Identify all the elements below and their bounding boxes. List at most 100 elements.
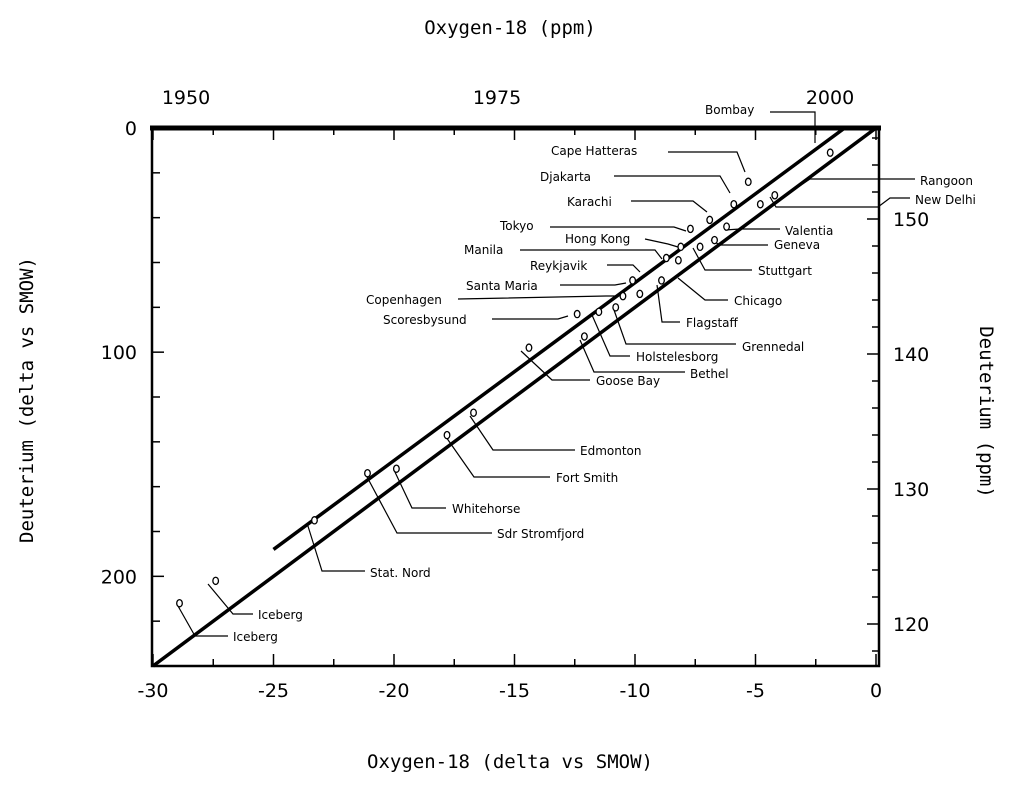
- leader-line: [591, 314, 630, 357]
- leader-line: [177, 605, 228, 637]
- point-label: Flagstaff: [686, 316, 739, 330]
- data-point: [580, 332, 588, 341]
- x-tick-label: 0: [870, 680, 882, 702]
- point-labels: Bombay Cape Hatteras Rangoon Djakarta New De…: [233, 103, 976, 644]
- leader-line: [520, 350, 590, 381]
- x-tick-label: -25: [258, 680, 289, 702]
- point-label: Iceberg: [233, 630, 278, 644]
- data-point: [595, 307, 603, 317]
- data-point: [826, 148, 834, 157]
- point-label: Holstelesborg: [636, 350, 718, 364]
- data-point: [176, 598, 183, 608]
- top-tick-label: 1975: [473, 87, 521, 109]
- leader-line: [207, 583, 253, 615]
- leader-line: [614, 175, 731, 194]
- point-label: Goose Bay: [596, 374, 660, 388]
- point-label: Tokyo: [499, 219, 534, 233]
- data-point: [686, 224, 694, 234]
- data-point: [756, 199, 764, 209]
- data-point: [212, 576, 220, 586]
- leader-line: [469, 415, 575, 451]
- top-axis-title: Oxygen-18 (ppm): [424, 17, 596, 39]
- point-label: Iceberg: [258, 608, 303, 622]
- point-label: Stat. Nord: [370, 566, 431, 580]
- data-point: [730, 199, 738, 209]
- leader-line: [457, 295, 616, 300]
- axis-tick-labels: -30 -25 -20 -15 -10 -5 0 0 100 200 1950 1975 2000 120…: [101, 87, 930, 702]
- leader-line: [613, 309, 736, 345]
- data-point: [364, 468, 371, 478]
- leader-line: [644, 238, 679, 248]
- point-label: Geneva: [774, 238, 820, 252]
- regression-line: [151, 126, 878, 668]
- point-label: Scoresbysund: [383, 313, 467, 327]
- point-label: Cape Hatteras: [551, 144, 637, 158]
- x-tick-label: -20: [378, 680, 409, 702]
- leader-line: [393, 469, 446, 509]
- regression-lines: [151, 126, 878, 668]
- data-point: [674, 256, 682, 265]
- leader-line: [724, 228, 780, 231]
- data-point: [311, 516, 318, 525]
- point-label: Reykjavik: [530, 259, 587, 273]
- point-label: Valentia: [785, 224, 833, 238]
- leader-line: [579, 339, 685, 373]
- data-point: [636, 289, 644, 299]
- leader-line: [656, 284, 680, 323]
- point-label: Bombay: [705, 103, 754, 117]
- leader-line: [445, 436, 550, 478]
- point-label: Copenhagen: [366, 293, 442, 307]
- point-label: Fort Smith: [556, 471, 618, 485]
- axis-ticks: [152, 127, 879, 667]
- right-tick-label: 150: [893, 209, 929, 231]
- point-label: Djakarta: [540, 170, 591, 184]
- data-point: [711, 235, 718, 245]
- leader-line: [692, 247, 752, 271]
- leader-line: [677, 277, 728, 301]
- leader-line: [492, 315, 569, 320]
- y-tick-label: 200: [101, 566, 137, 588]
- point-label: Grennedal: [742, 340, 804, 354]
- data-point: [771, 190, 779, 200]
- point-label: Manila: [464, 243, 503, 257]
- point-label: Sdr Stromfjord: [497, 527, 584, 541]
- point-label: Santa Maria: [466, 279, 538, 293]
- x-tick-label: -5: [746, 680, 765, 702]
- leader-line: [365, 474, 492, 534]
- leader-line: [668, 151, 746, 173]
- point-label: Chicago: [734, 294, 782, 308]
- point-label: Bethel: [690, 367, 729, 381]
- leader-line: [769, 196, 910, 208]
- data-point: [392, 464, 400, 473]
- data-point: [723, 222, 731, 231]
- leader-line: [550, 226, 687, 232]
- x-tick-label: -10: [619, 680, 650, 702]
- top-tick-label: 1950: [162, 87, 210, 109]
- data-point: [470, 408, 477, 417]
- leader-line: [770, 111, 816, 143]
- leader-line: [520, 249, 663, 260]
- y-axis-title: Deuterium (delta vs SMOW): [16, 257, 38, 543]
- data-point: [677, 242, 685, 252]
- data-point: [706, 215, 714, 225]
- data-points: [176, 148, 834, 608]
- right-tick-label: 120: [893, 614, 929, 636]
- data-point: [612, 303, 620, 312]
- data-point: [658, 276, 665, 285]
- data-point: [573, 309, 581, 319]
- data-point: [662, 253, 670, 263]
- data-point: [443, 430, 451, 440]
- data-point: [619, 291, 627, 301]
- point-label: Rangoon: [920, 174, 973, 188]
- x-tick-label: -30: [137, 680, 168, 702]
- x-tick-label: -15: [499, 680, 530, 702]
- top-tick-label: 2000: [806, 87, 854, 109]
- regression-line: [272, 126, 846, 551]
- leader-line: [607, 264, 641, 273]
- y-tick-label: 0: [125, 118, 137, 140]
- right-tick-label: 140: [893, 344, 929, 366]
- point-label: Hong Kong: [565, 232, 630, 246]
- label-leader-lines: [177, 111, 915, 637]
- leader-line: [797, 178, 915, 188]
